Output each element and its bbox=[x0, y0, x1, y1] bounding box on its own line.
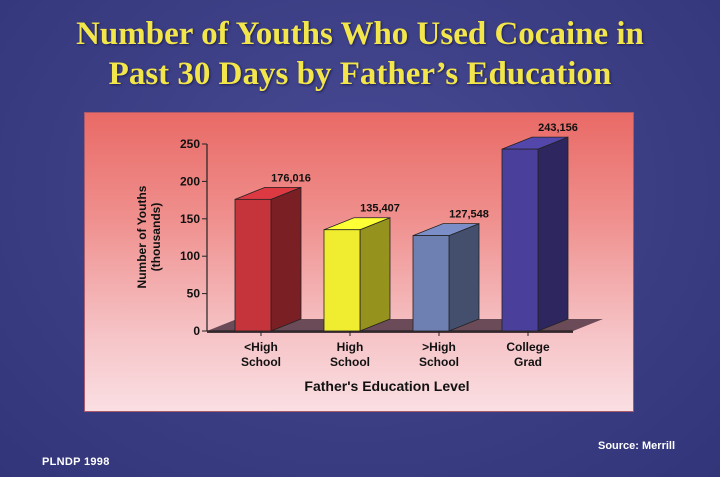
y-axis-label: (thousands) bbox=[149, 203, 163, 272]
bar-value-label: 127,548 bbox=[449, 209, 489, 221]
x-tick-label: >High bbox=[422, 340, 456, 354]
footer-source: Source: Merrill bbox=[598, 440, 676, 452]
title-line-1: Number of Youths Who Used Cocaine in bbox=[76, 16, 644, 52]
bar bbox=[323, 229, 361, 332]
bar bbox=[501, 148, 539, 332]
footer-credit: PLNDP 1998 bbox=[42, 456, 110, 468]
bar-side bbox=[537, 136, 569, 332]
x-tick-label: College bbox=[506, 340, 550, 354]
x-tick-label: School bbox=[419, 355, 459, 369]
x-tick-label: High bbox=[337, 340, 364, 354]
bar bbox=[412, 235, 450, 332]
x-tick-label: School bbox=[241, 355, 281, 369]
x-tick-label: Grad bbox=[514, 355, 542, 369]
y-tick-label: 200 bbox=[180, 174, 200, 188]
bar-side bbox=[448, 223, 480, 332]
title-line-2: Past 30 Days by Father’s Education bbox=[108, 56, 612, 92]
y-tick-label: 250 bbox=[180, 137, 200, 151]
bar-value-label: 135,407 bbox=[360, 203, 400, 215]
slide-title: Number of Youths Who Used Cocaine in Pas… bbox=[0, 14, 720, 94]
x-tick-label: <High bbox=[244, 340, 278, 354]
bar-side bbox=[270, 186, 302, 332]
x-axis-label: Father's Education Level bbox=[304, 378, 469, 394]
bar-value-label: 243,156 bbox=[538, 122, 578, 134]
y-tick-label: 150 bbox=[180, 212, 200, 226]
y-axis-label: Number of Youths bbox=[135, 185, 149, 288]
bar bbox=[234, 198, 272, 332]
x-tick-label: School bbox=[330, 355, 370, 369]
y-tick-label: 0 bbox=[193, 324, 200, 338]
bar-side bbox=[359, 217, 391, 332]
y-tick-label: 100 bbox=[180, 249, 200, 263]
bar-value-label: 176,016 bbox=[271, 172, 311, 184]
y-tick-label: 50 bbox=[187, 287, 201, 301]
